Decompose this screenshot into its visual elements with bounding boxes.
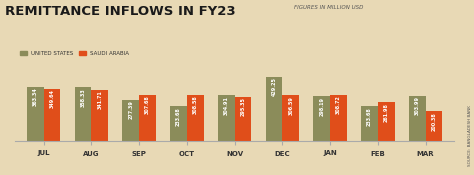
Text: 277.39: 277.39	[128, 100, 133, 119]
Text: 306.59: 306.59	[288, 96, 293, 115]
Text: 298.19: 298.19	[319, 97, 324, 116]
Bar	[27, 87, 44, 141]
Text: 308.58: 308.58	[193, 96, 198, 114]
Bar	[187, 95, 204, 141]
Bar	[170, 106, 187, 141]
Bar	[409, 96, 426, 141]
Bar	[330, 95, 347, 141]
Text: 307.68: 307.68	[145, 96, 150, 114]
Bar	[426, 111, 442, 141]
Text: 233.68: 233.68	[367, 107, 372, 126]
Text: 349.64: 349.64	[49, 89, 55, 108]
Legend: UNITED STATES, SAUDI ARABIA: UNITED STATES, SAUDI ARABIA	[18, 48, 131, 58]
Bar	[378, 102, 394, 141]
Text: 358.33: 358.33	[81, 88, 85, 107]
Text: SOURCE: BANGLADESH BANK: SOURCE: BANGLADESH BANK	[468, 105, 472, 166]
Bar	[75, 87, 91, 141]
Bar	[235, 97, 251, 141]
Bar	[91, 90, 108, 141]
Text: 303.99: 303.99	[415, 96, 420, 115]
Bar	[361, 106, 378, 141]
Text: FIGURES IN MILLION USD: FIGURES IN MILLION USD	[294, 5, 363, 10]
Bar	[218, 95, 235, 141]
Text: 233.68: 233.68	[176, 107, 181, 126]
Text: 304.91: 304.91	[224, 96, 229, 115]
Text: 308.72: 308.72	[336, 96, 341, 114]
Bar	[44, 89, 60, 141]
Text: 341.71: 341.71	[97, 91, 102, 109]
Text: REMITTANCE INFLOWS IN FY23: REMITTANCE INFLOWS IN FY23	[5, 5, 236, 18]
Bar	[283, 95, 299, 141]
Bar	[122, 100, 139, 141]
Bar	[265, 77, 283, 141]
Bar	[313, 96, 330, 141]
Text: 429.25: 429.25	[272, 77, 276, 96]
Text: 200.38: 200.38	[431, 112, 437, 131]
Bar	[139, 95, 156, 141]
Text: 363.34: 363.34	[33, 87, 38, 106]
Text: 261.98: 261.98	[384, 103, 389, 121]
Text: 295.35: 295.35	[240, 98, 246, 116]
